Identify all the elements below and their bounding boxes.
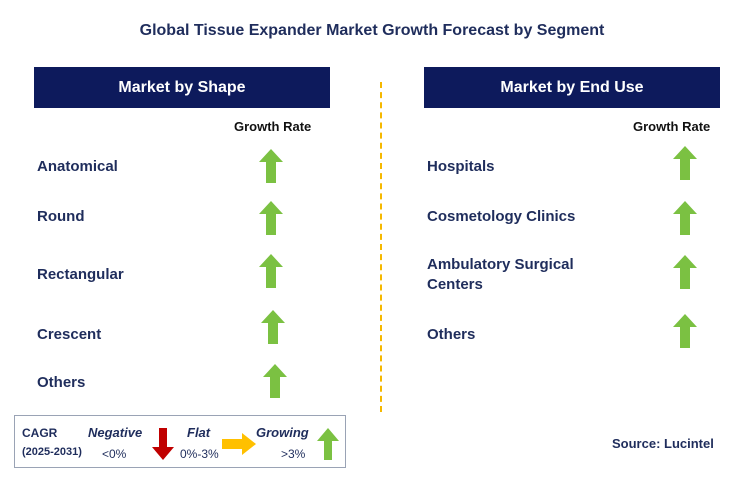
legend-box: CAGR (2025-2031) Negative <0% Flat 0%-3%… xyxy=(14,415,346,468)
end-use-row-label-others: Others xyxy=(427,326,476,343)
legend-growing-label: Growing xyxy=(256,425,309,440)
up-arrow-icon xyxy=(673,201,697,235)
down-arrow-icon xyxy=(152,428,174,460)
up-arrow-icon xyxy=(317,428,339,460)
up-arrow-icon xyxy=(673,314,697,348)
legend-negative-label: Negative xyxy=(88,425,143,440)
end-use-row-label-cosmetology-clinics: Cosmetology Clinics xyxy=(427,208,576,225)
up-arrow-icon xyxy=(673,146,697,180)
page-title: Global Tissue Expander Market Growth For… xyxy=(139,22,605,39)
up-arrow-icon xyxy=(259,201,283,235)
up-arrow-icon xyxy=(263,364,287,398)
legend-growing-range: >3% xyxy=(281,447,306,461)
up-arrow-icon xyxy=(259,149,283,183)
panel-divider xyxy=(380,82,382,412)
end-use-row-label-hospitals: Hospitals xyxy=(427,158,495,175)
source-note: Source: Lucintel xyxy=(612,436,714,451)
end-use-row-label-ambulatory-line1: Ambulatory Surgical xyxy=(427,256,574,273)
up-arrow-icon xyxy=(673,255,697,289)
shape-row-label-round: Round xyxy=(37,208,85,225)
up-arrow-icon xyxy=(261,310,285,344)
end-use-growth-rate-header: Growth Rate xyxy=(633,119,711,134)
legend-flat-label: Flat xyxy=(187,425,211,440)
legend-negative-range: <0% xyxy=(102,447,127,461)
up-arrow-icon xyxy=(259,254,283,288)
shape-panel-header: Market by Shape xyxy=(34,67,330,108)
end-use-panel-header: Market by End Use xyxy=(424,67,720,108)
legend-period: (2025-2031) xyxy=(22,446,82,458)
shape-row-label-others: Others xyxy=(37,374,86,391)
legend-cagr: CAGR xyxy=(22,426,58,440)
shape-row-label-rectangular: Rectangular xyxy=(37,266,124,283)
legend-flat-range: 0%-3% xyxy=(180,447,219,461)
shape-row-label-crescent: Crescent xyxy=(37,326,102,343)
end-use-row-label-ambulatory-line2: Centers xyxy=(427,276,483,293)
shape-growth-rate-header: Growth Rate xyxy=(234,119,312,134)
right-arrow-icon xyxy=(222,433,256,455)
shape-row-label-anatomical: Anatomical xyxy=(37,158,118,175)
